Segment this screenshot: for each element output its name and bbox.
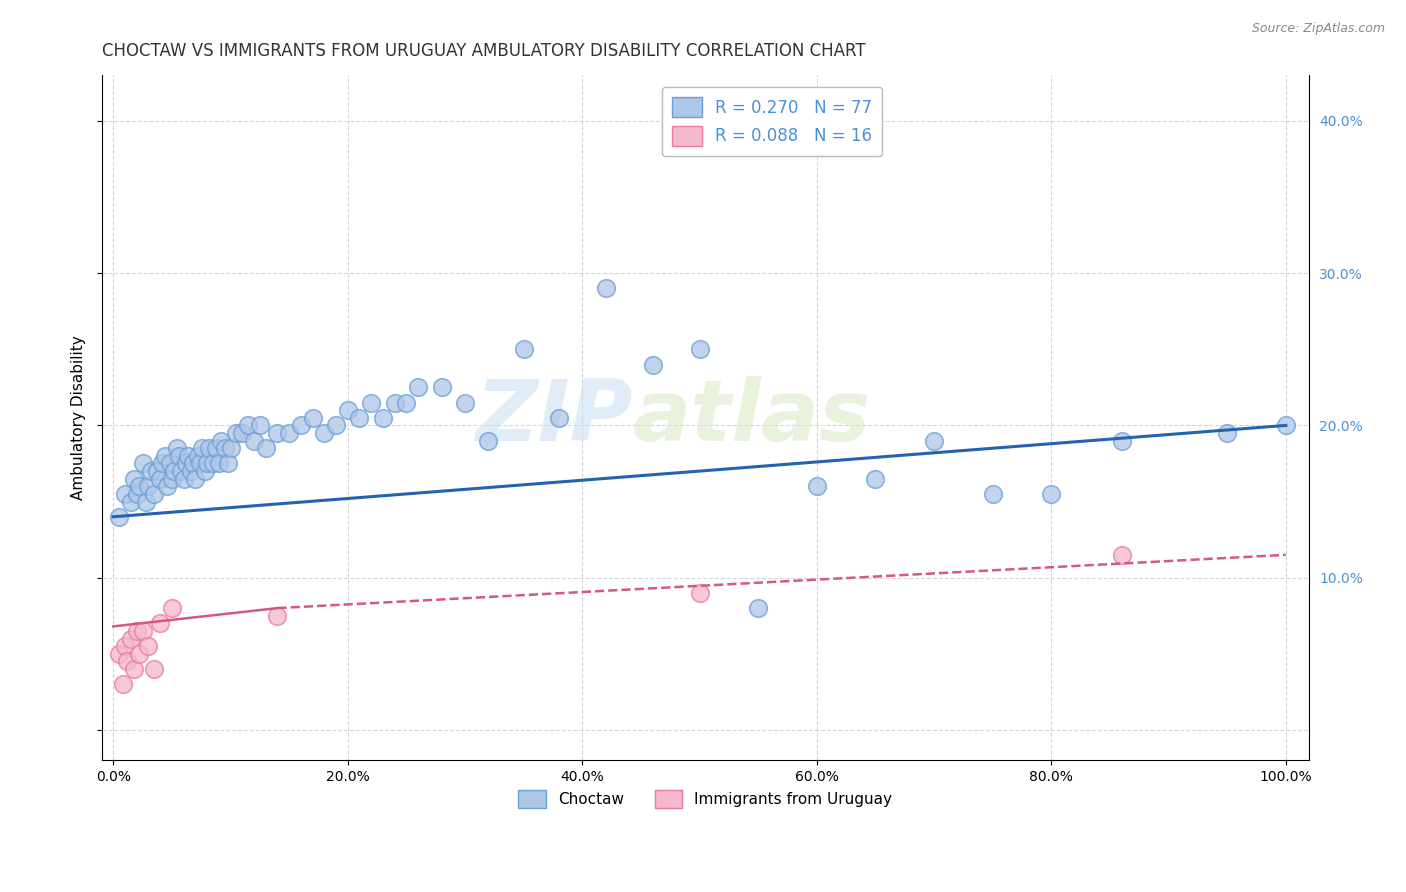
Point: [149, 472, 172, 486]
Point: [124, 472, 146, 486]
Point: [191, 442, 214, 456]
Point: [384, 395, 406, 409]
Point: [145, 464, 167, 478]
Point: [395, 395, 418, 409]
Point: [430, 380, 453, 394]
Point: [477, 434, 499, 448]
Point: [1216, 425, 1239, 440]
Point: [194, 464, 217, 478]
Point: [208, 457, 231, 471]
Point: [108, 647, 131, 661]
Point: [290, 418, 312, 433]
Point: [114, 487, 136, 501]
Point: [512, 343, 534, 357]
Point: [184, 472, 207, 486]
Point: [371, 410, 394, 425]
Point: [159, 457, 181, 471]
Point: [1111, 434, 1133, 448]
Point: [198, 442, 221, 456]
Point: [143, 662, 166, 676]
Point: [689, 343, 711, 357]
Point: [149, 616, 172, 631]
Point: [865, 472, 887, 486]
Legend: Choctaw, Immigrants from Uruguay: Choctaw, Immigrants from Uruguay: [512, 783, 898, 814]
Point: [547, 410, 569, 425]
Text: Source: ZipAtlas.com: Source: ZipAtlas.com: [1251, 22, 1385, 36]
Point: [595, 281, 617, 295]
Point: [114, 639, 136, 653]
Point: [266, 425, 288, 440]
Point: [108, 509, 131, 524]
Point: [120, 632, 142, 646]
Point: [128, 479, 150, 493]
Point: [124, 662, 146, 676]
Point: [177, 449, 200, 463]
Point: [174, 457, 197, 471]
Point: [314, 425, 336, 440]
Point: [131, 457, 153, 471]
Point: [360, 395, 382, 409]
Point: [181, 457, 204, 471]
Point: [301, 410, 323, 425]
Point: [278, 425, 301, 440]
Point: [188, 457, 211, 471]
Point: [111, 677, 134, 691]
Point: [1040, 487, 1063, 501]
Point: [254, 442, 277, 456]
Point: [641, 358, 664, 372]
Point: [689, 586, 711, 600]
Point: [170, 464, 193, 478]
Point: [160, 601, 183, 615]
Point: [747, 601, 769, 615]
Point: [125, 624, 148, 638]
Point: [160, 472, 183, 486]
Point: [117, 654, 139, 668]
Text: ZIP: ZIP: [475, 376, 633, 459]
Point: [349, 410, 371, 425]
Point: [152, 457, 174, 471]
Point: [205, 442, 228, 456]
Point: [249, 418, 271, 433]
Point: [266, 608, 288, 623]
Point: [156, 479, 179, 493]
Point: [139, 464, 162, 478]
Point: [163, 464, 186, 478]
Point: [153, 449, 176, 463]
Point: [336, 403, 359, 417]
Point: [225, 425, 247, 440]
Point: [125, 487, 148, 501]
Y-axis label: Ambulatory Disability: Ambulatory Disability: [72, 335, 86, 500]
Point: [120, 494, 142, 508]
Point: [981, 487, 1004, 501]
Point: [201, 457, 224, 471]
Point: [138, 479, 160, 493]
Point: [214, 442, 236, 456]
Text: atlas: atlas: [633, 376, 872, 459]
Point: [173, 472, 195, 486]
Point: [454, 395, 477, 409]
Point: [128, 647, 150, 661]
Point: [231, 425, 253, 440]
Point: [406, 380, 429, 394]
Point: [217, 457, 239, 471]
Point: [180, 464, 202, 478]
Point: [143, 487, 166, 501]
Point: [135, 494, 157, 508]
Point: [187, 449, 209, 463]
Point: [219, 442, 242, 456]
Point: [138, 639, 160, 653]
Point: [166, 442, 188, 456]
Point: [325, 418, 347, 433]
Point: [131, 624, 153, 638]
Point: [1275, 418, 1298, 433]
Point: [195, 457, 218, 471]
Text: CHOCTAW VS IMMIGRANTS FROM URUGUAY AMBULATORY DISABILITY CORRELATION CHART: CHOCTAW VS IMMIGRANTS FROM URUGUAY AMBUL…: [101, 42, 865, 60]
Point: [922, 434, 945, 448]
Point: [1111, 548, 1133, 562]
Point: [209, 434, 232, 448]
Point: [806, 479, 828, 493]
Point: [236, 418, 259, 433]
Point: [243, 434, 266, 448]
Point: [167, 449, 190, 463]
